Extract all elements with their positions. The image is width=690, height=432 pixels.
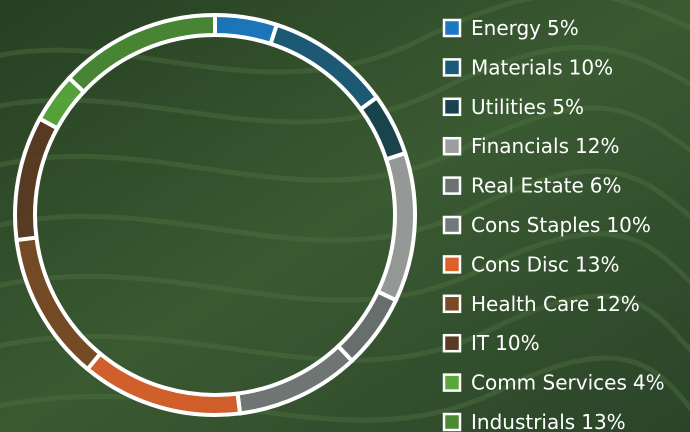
legend-category: Cons Disc xyxy=(471,252,569,276)
legend-value: 10% xyxy=(495,331,539,355)
legend-value: 5% xyxy=(552,94,584,118)
legend-value: 12% xyxy=(595,291,639,315)
legend-value: 12% xyxy=(575,134,619,158)
legend-category: Industrials xyxy=(471,410,575,432)
legend-value: 13% xyxy=(581,410,625,432)
legend-value: 10% xyxy=(606,213,650,237)
legend-value: 6% xyxy=(590,173,622,197)
legend-label: Industrials 13% xyxy=(471,410,626,432)
legend-swatch xyxy=(444,256,460,272)
legend-category: Cons Staples xyxy=(471,213,600,237)
legend-value: 13% xyxy=(575,252,619,276)
legend-category: Energy xyxy=(471,16,541,40)
legend-category: Utilities xyxy=(471,94,546,118)
legend-swatch xyxy=(444,138,460,154)
legend-category: Materials xyxy=(471,55,563,79)
legend-swatch xyxy=(444,99,460,115)
legend-category: Health Care xyxy=(471,291,589,315)
legend-swatch xyxy=(444,59,460,75)
legend-category: IT xyxy=(471,331,490,355)
legend-swatch xyxy=(444,217,460,233)
legend-swatch xyxy=(444,20,460,36)
legend-category: Real Estate xyxy=(471,173,584,197)
legend-category: Comm Services xyxy=(471,370,627,394)
legend-swatch xyxy=(444,178,460,194)
legend-value: 4% xyxy=(633,370,665,394)
legend-swatch xyxy=(444,296,460,312)
legend-swatch xyxy=(444,414,460,430)
legend-value: 10% xyxy=(569,55,613,79)
legend-swatch xyxy=(444,375,460,391)
page: {"chart_data": {"type": "donut", "catego… xyxy=(0,0,690,432)
legend-swatch xyxy=(444,335,460,351)
legend-value: 5% xyxy=(547,16,579,40)
chart: Energy5%Materials10%Utilities5%Financial… xyxy=(0,0,690,432)
legend-category: Financials xyxy=(471,134,569,158)
